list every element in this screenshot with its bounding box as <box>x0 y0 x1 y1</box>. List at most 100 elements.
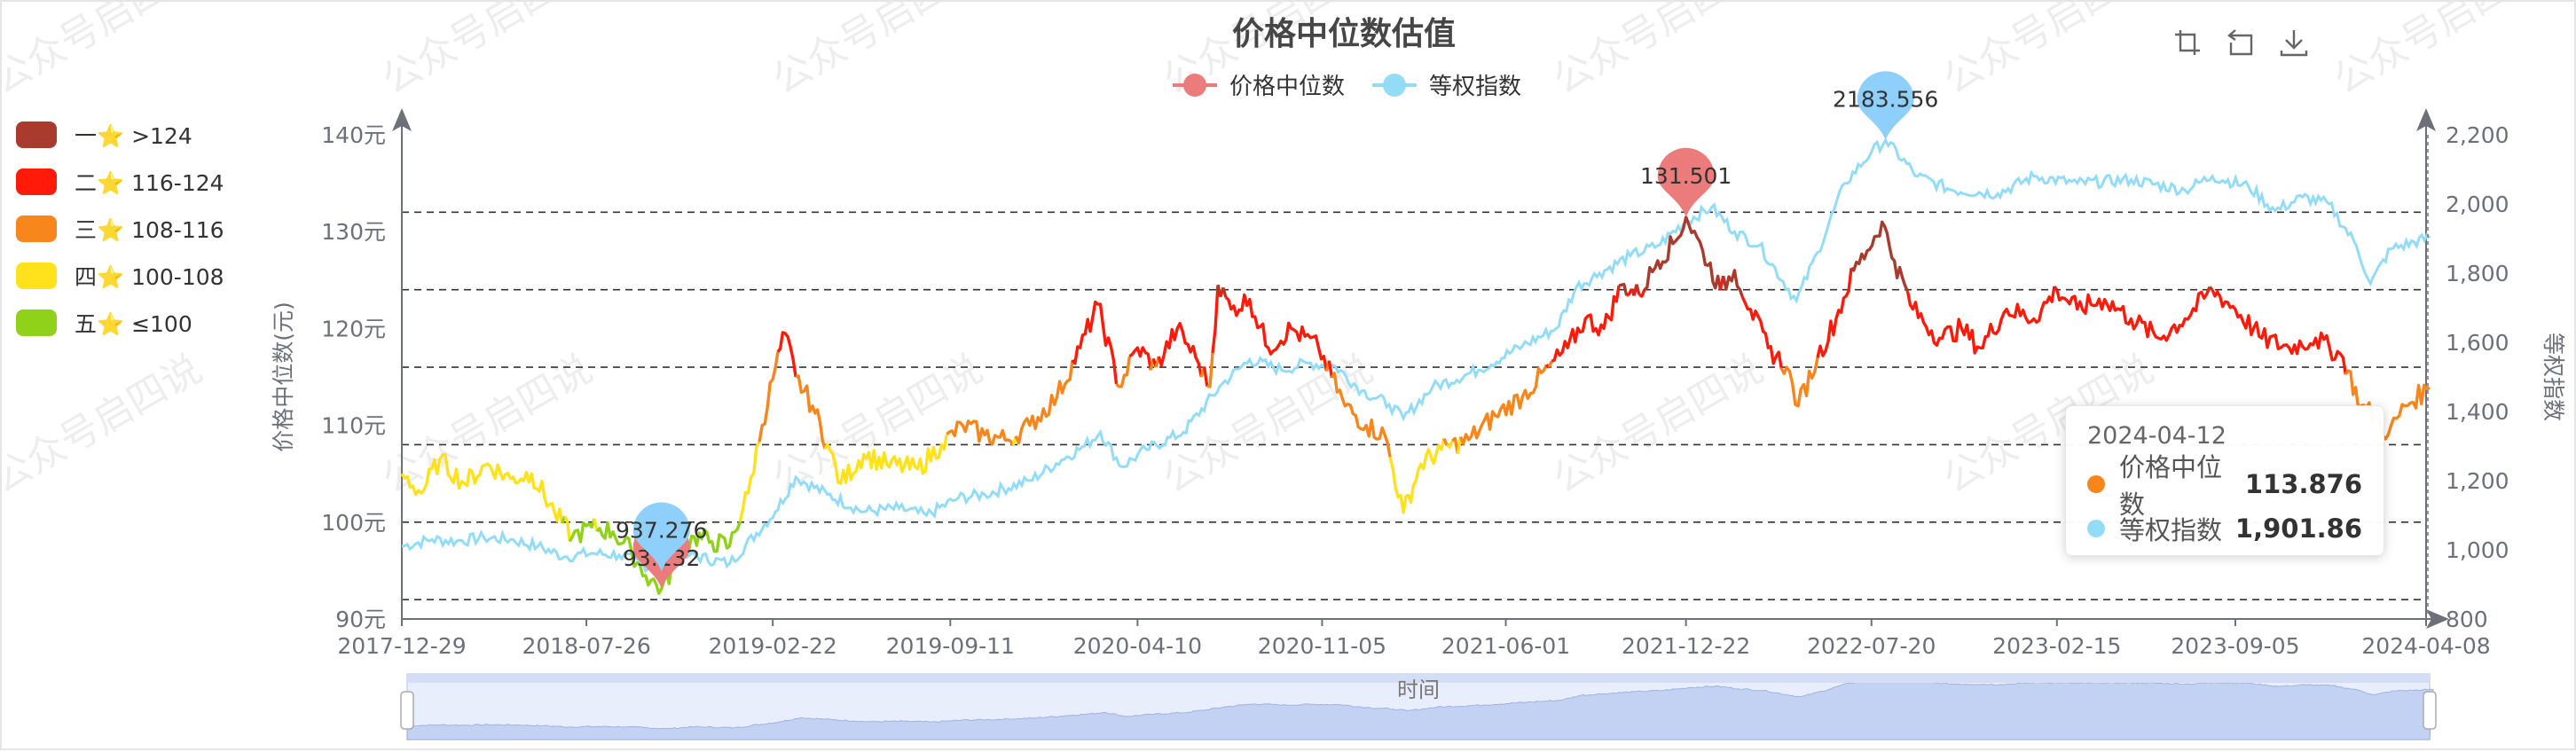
legend[interactable]: 价格中位数 等权指数 <box>1173 74 1521 100</box>
series-line-price-segment <box>1905 286 2056 355</box>
band-label: 五⭐ ≤100 <box>75 311 192 337</box>
series-line-price-segment <box>1115 356 1132 388</box>
band-swatch <box>16 121 57 148</box>
tooltip-row-price: 价格中位数 113.876 <box>2087 452 2362 520</box>
y-right-tick-label: 800 <box>2446 607 2488 632</box>
x-tick-label: 2021-06-01 <box>1441 633 1570 659</box>
restore-icon[interactable] <box>2225 27 2257 62</box>
series-line-price-segment <box>1850 220 1910 293</box>
x-tick-label: 2023-02-15 <box>1992 633 2121 659</box>
series-line-price-segment <box>2053 285 2059 291</box>
x-tick-label: 2017-12-29 <box>337 633 466 659</box>
y-right-tick-label: 1,200 <box>2446 468 2509 494</box>
y-left-axis-arrow <box>392 108 412 131</box>
series-line-price-segment <box>1637 288 1646 298</box>
datazoom-slider[interactable]: 时间 <box>400 673 2437 740</box>
x-tick-label: 2020-11-05 <box>1258 633 1386 659</box>
series-line-price-segment <box>823 434 948 485</box>
tooltip-value: 113.876 <box>2244 469 2362 499</box>
y-right-tick-label: 1,800 <box>2446 261 2509 286</box>
series-line-price-segment <box>1442 437 1449 446</box>
series-line-price-segment <box>1635 284 1641 295</box>
series-line-price-segment <box>1388 438 1446 514</box>
series-line-price-segment <box>1221 286 1228 298</box>
x-axis-label: 时间 <box>1397 678 1440 702</box>
band-label: 一⭐ >124 <box>75 123 192 149</box>
series-line-price-segment <box>1618 282 1629 296</box>
series-line-price-segment <box>593 518 599 532</box>
series-line-price-segment <box>1451 436 1460 455</box>
watermark-text: 公众号启四说 <box>374 2 600 104</box>
legend-symbol <box>1383 74 1406 97</box>
band-label: 四⭐ 100-108 <box>75 264 224 290</box>
series-line-price-segment <box>1330 372 1392 458</box>
series-line-price-segment <box>1816 268 1853 358</box>
series-line-price-segment <box>1071 300 1119 385</box>
x-tick-label: 2023-09-05 <box>2171 633 2299 659</box>
marker-label: 131.501 <box>1640 163 1732 189</box>
watermark-text: 公众号启四说 <box>765 2 990 104</box>
series-line-price-segment <box>946 419 1015 446</box>
series-line-price-segment <box>738 441 761 522</box>
watermark-text: 公众号启四说 <box>2 2 209 104</box>
y-right-tick-label: 1,000 <box>2446 537 2509 563</box>
marker-label: 2183.556 <box>1833 86 1938 112</box>
watermark-text: 公众号启四说 <box>1545 346 1771 502</box>
x-tick-label: 2022-07-20 <box>1807 633 1936 659</box>
download-icon[interactable] <box>2278 27 2310 62</box>
datazoom-handle[interactable] <box>400 691 414 730</box>
series-line-price-segment <box>758 351 780 443</box>
datazoom-selected-bar <box>407 674 2430 683</box>
series-line-price-segment <box>563 515 571 542</box>
y-left-axis-label: 价格中位数(元) <box>271 302 296 452</box>
series-line-price-segment <box>1458 364 1548 445</box>
band-swatch <box>16 309 57 336</box>
y-left-tick-label: 100元 <box>321 510 386 536</box>
band-label: 二⭐ 116-124 <box>75 170 224 196</box>
series-line-price-segment <box>595 521 742 595</box>
band-label: 三⭐ 108-116 <box>75 217 224 243</box>
series-line-price-segment <box>2055 286 2211 342</box>
y-left-tick-label: 120元 <box>321 316 386 341</box>
series-line-price-segment <box>2211 289 2347 375</box>
tooltip: 2024-04-12 价格中位数 113.876 等权指数 1,901.86 <box>2065 405 2384 556</box>
watermark-text: 公众号启四说 <box>2326 2 2551 104</box>
tooltip-date: 2024-04-12 <box>2087 422 2227 450</box>
series-line-price-segment <box>1740 296 1783 369</box>
y-left-tick-label: 110元 <box>321 413 386 439</box>
series-line-price-segment <box>400 452 564 524</box>
x-tick-label: 2021-12-22 <box>1622 633 1750 659</box>
band-swatch <box>16 215 57 242</box>
y-left-tick-label: 140元 <box>321 122 386 148</box>
series-line-price-segment <box>1014 359 1074 445</box>
legend-label: 价格中位数 <box>1229 74 1345 100</box>
series-line-price-segment <box>1202 366 1209 387</box>
series-line-price-segment <box>1206 352 1214 388</box>
series-line-price-segment <box>1128 346 1152 371</box>
tooltip-series-name: 价格中位数 <box>2119 452 2223 520</box>
x-tick-label: 2020-04-10 <box>1073 633 1202 659</box>
band-swatch <box>16 168 57 195</box>
series-line-price-segment <box>1547 360 1553 368</box>
x-tick-label: 2019-09-11 <box>886 633 1015 659</box>
datazoom-handle[interactable] <box>2423 691 2437 730</box>
zoom-icon[interactable] <box>2172 27 2203 62</box>
y-right-axis-arrow <box>2416 108 2436 131</box>
y-left-tick-label: 90元 <box>335 607 386 632</box>
tooltip-row-index: 等权指数 1,901.86 <box>2087 506 2362 551</box>
chart-title: 价格中位数估值 <box>1232 16 1456 52</box>
band-swatch <box>16 262 57 289</box>
y-right-axis-label: 等权指数 <box>2541 333 2566 421</box>
series-line-price-segment <box>1643 215 1723 291</box>
legend-label: 等权指数 <box>1429 74 1521 100</box>
series-line-index <box>401 137 2431 576</box>
tooltip-dot <box>2087 475 2105 493</box>
y-right-tick-label: 1,400 <box>2446 399 2509 425</box>
series-line-price-segment <box>776 331 797 378</box>
x-tick-label: 2024-04-08 <box>2361 633 2490 659</box>
tooltip-dot <box>2087 520 2105 537</box>
y-left-tick-label: 130元 <box>321 219 386 245</box>
series-line-price-segment <box>1551 285 1621 363</box>
